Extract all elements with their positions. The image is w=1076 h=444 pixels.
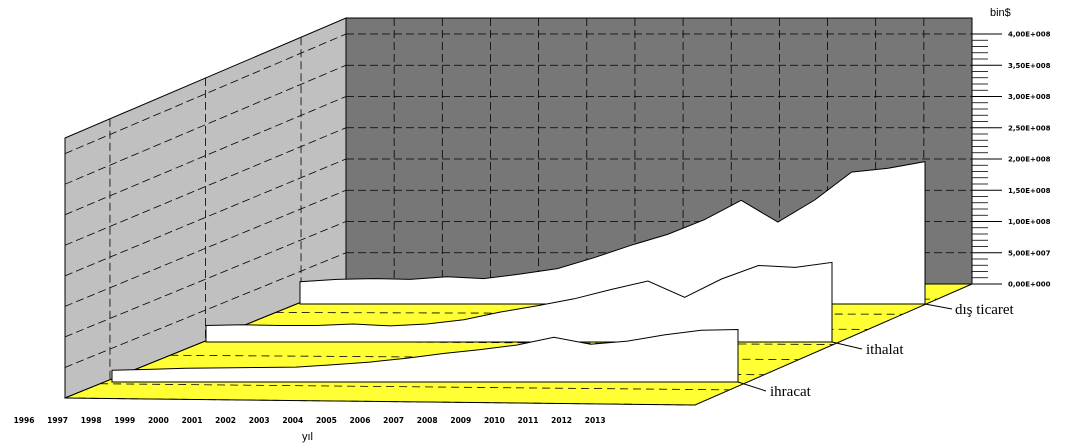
x-tick-label: 2009 (450, 416, 471, 425)
series-ribbons (111, 161, 926, 383)
x-tick-label: 2013 (585, 416, 606, 425)
series-label: ihracat (770, 384, 812, 400)
series-ribbon (205, 261, 833, 343)
series-leader-line (924, 303, 953, 310)
series-leader-line (831, 341, 863, 350)
x-tick-label: 2012 (551, 416, 572, 425)
side-wall-gridline (64, 158, 347, 277)
x-tick-label: 2001 (182, 416, 203, 425)
y-tick-label: 2,00E+008 (1008, 156, 1051, 164)
side-wall-gridline (64, 221, 347, 338)
x-tick-label: 2007 (383, 416, 404, 425)
series-label: ithalat (866, 342, 904, 358)
x-tick-label: 2004 (282, 416, 303, 425)
x-tick-label: 2008 (417, 416, 438, 425)
x-tick-label: 2003 (249, 416, 270, 425)
y-tick-label: 5,00E+007 (1008, 249, 1051, 257)
series-area (205, 261, 833, 343)
y-unit-label: bin$ (990, 7, 1011, 19)
series-ribbon (111, 328, 739, 383)
x-tick-label: 2005 (316, 416, 337, 425)
x-tick-label: 1996 (14, 416, 35, 425)
x-tick-label: 2002 (215, 416, 236, 425)
side-wall-gridline (64, 33, 347, 155)
series-leader-line (737, 381, 767, 392)
side-wall-gridline (64, 64, 347, 185)
x-tick-label: 1998 (81, 416, 102, 425)
y-tick-label: 3,50E+008 (1008, 62, 1051, 70)
x-tick-label: 1997 (47, 416, 68, 425)
floor-gridline (64, 397, 696, 406)
floor-gridline (100, 383, 730, 391)
y-tick-label: 0,00E+000 (1008, 281, 1051, 289)
y-tick-label: 3,00E+008 (1008, 93, 1051, 101)
y-tick-label: 2,50E+008 (1008, 124, 1051, 132)
y-tick-label: 1,00E+008 (1008, 218, 1051, 226)
x-tick-label: 2010 (484, 416, 505, 425)
side-wall-gridline (64, 127, 347, 246)
side-wall-gridline (64, 189, 347, 307)
x-tick-label: 2000 (148, 416, 169, 425)
y-tick-label: 4,00E+008 (1008, 31, 1051, 39)
x-tick-label: 2011 (518, 416, 539, 425)
y-axis: 0,00E+000 5,00E+007 1,00E+008 1,50E+008 2,00… (971, 18, 1051, 289)
series-labels: dış ticaret ithalat ihracat (737, 302, 1015, 400)
series-label: dış ticaret (955, 302, 1015, 318)
y-tick-label: 1,50E+008 (1008, 187, 1051, 195)
x-axis: 1996 1997 1998 1999 2000 2001 2002 2003 2004 2005… (14, 416, 606, 425)
x-tick-label: 1999 (114, 416, 135, 425)
x-axis-title: yıl (302, 431, 313, 443)
x-tick-label: 2006 (350, 416, 371, 425)
side-wall-gridline (64, 96, 347, 216)
series-area (111, 328, 739, 383)
